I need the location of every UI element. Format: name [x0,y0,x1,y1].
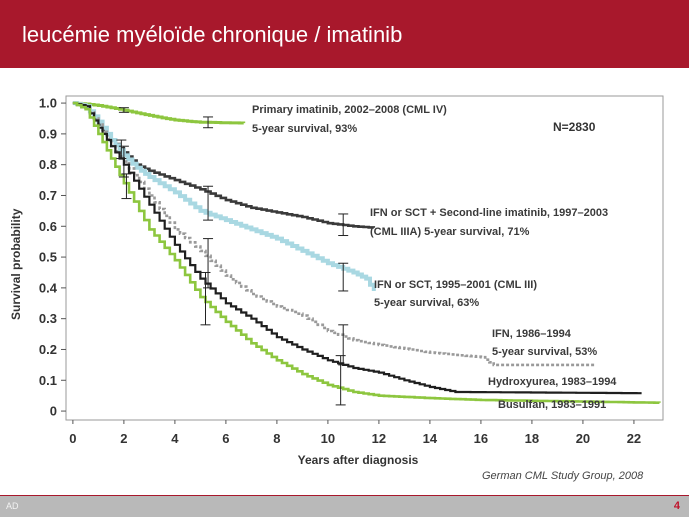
footer-initials: AD [6,501,19,511]
annotation-busulfan-name: Busulfan, 1983–1991 [498,399,607,411]
y-tick-label: 0 [50,404,57,419]
x-tick-label: 6 [222,431,229,446]
x-tick-label: 0 [69,431,76,446]
error-bar [116,139,127,160]
y-tick-label: 0.1 [39,373,57,388]
x-tick-label: 14 [423,431,438,446]
footer-bar: AD 4 [0,495,689,517]
x-tick-label: 12 [372,431,386,446]
y-axis-label: Survival probability [9,208,23,320]
annotation-ifn-or-sct-name: IFN or SCT, 1995–2001 (CML III) [374,279,538,291]
y-tick-label: 0.8 [39,157,57,172]
x-tick-label: 16 [474,431,488,446]
error-bar [203,116,214,129]
error-bar [200,271,211,326]
error-bar [335,355,346,406]
annotation-ifn-survival: 5-year survival, 53% [492,346,598,358]
error-bar [203,238,214,289]
plot-frame [65,95,664,421]
x-tick-label: 8 [273,431,280,446]
y-tick-label: 0.4 [39,280,58,295]
y-tick-label: 0.7 [39,188,57,203]
y-tick-label: 0.5 [39,250,57,265]
annotation-second-line-imatinib-survival: (CML IIIA) 5-year survival, 71% [370,226,530,238]
y-tick-label: 0.6 [39,219,57,234]
series-line-primary-imatinib [72,101,246,125]
annotation-primary-imatinib-survival: 5-year survival, 93% [252,123,358,135]
error-bar [338,213,349,237]
source-citation: German CML Study Group, 2008 [482,470,644,482]
series-line-busulfan [72,101,661,404]
error-bar [118,145,129,178]
annotation-primary-imatinib-name: Primary imatinib, 2002–2008 (CML IV) [252,104,447,116]
x-tick-label: 18 [525,431,539,446]
x-tick-label: 20 [576,431,590,446]
y-tick-label: 0.2 [39,342,57,357]
x-tick-label: 10 [321,431,335,446]
x-tick-label: 22 [627,431,641,446]
error-bar [203,185,214,221]
y-tick-label: 0.3 [39,311,57,326]
error-bar [338,262,349,292]
page-number: 4 [673,500,680,512]
title-banner: leucémie myéloïde chronique / imatinib [0,0,689,68]
y-tick-label: 0.9 [39,126,57,141]
x-tick-label: 2 [120,431,127,446]
annotation-ifn-name: IFN, 1986–1994 [492,328,571,340]
annotation-second-line-imatinib-name: IFN or SCT + Second-line imatinib, 1997–… [370,207,609,219]
annotation-hydroxyurea-name: Hydroxyurea, 1983–1994 [488,376,617,388]
series-line-ifn-or-sct [72,101,376,291]
series-line-hydroxyurea [72,102,642,395]
error-bar [338,324,349,366]
error-bar [121,173,132,200]
x-axis-label: Years after diagnosis [297,453,419,467]
sample-size-label: N=2830 [553,120,596,134]
annotation-ifn-or-sct-survival: 5-year survival, 63% [374,297,480,309]
x-tick-label: 4 [171,431,179,446]
y-tick-label: 1.0 [39,96,57,111]
slide-title: leucémie myéloïde chronique / imatinib [22,22,403,47]
series-line-ifn [72,101,596,367]
error-bar [118,107,129,113]
